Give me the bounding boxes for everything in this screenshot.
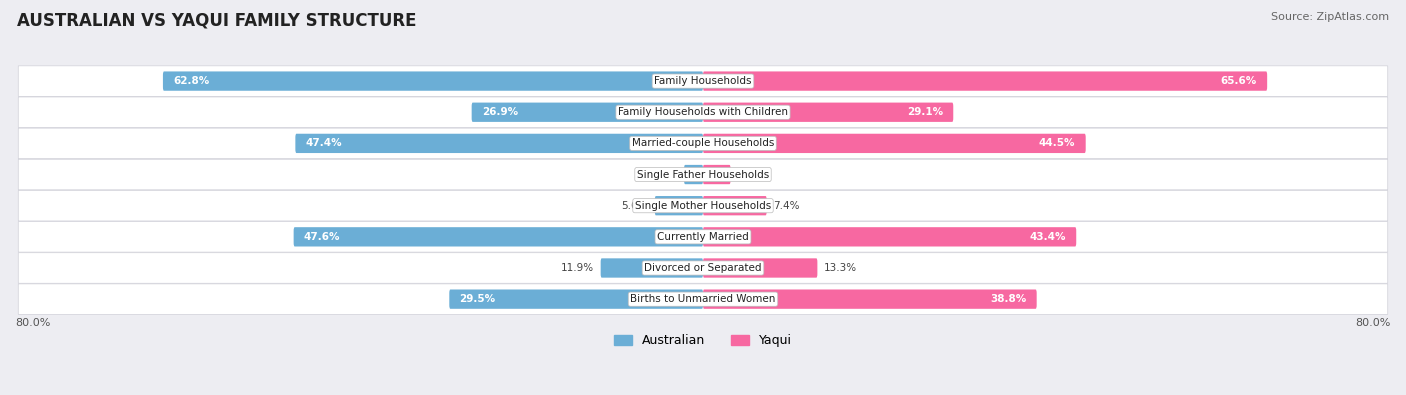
Text: 44.5%: 44.5% [1039, 138, 1076, 149]
FancyBboxPatch shape [703, 134, 1085, 153]
Text: 5.6%: 5.6% [621, 201, 648, 211]
FancyBboxPatch shape [294, 227, 703, 246]
Text: 47.4%: 47.4% [305, 138, 342, 149]
FancyBboxPatch shape [471, 103, 703, 122]
Legend: Australian, Yaqui: Australian, Yaqui [609, 329, 797, 352]
Text: 3.2%: 3.2% [737, 169, 763, 180]
Text: 2.2%: 2.2% [651, 169, 678, 180]
FancyBboxPatch shape [18, 128, 1388, 159]
Text: 29.5%: 29.5% [460, 294, 496, 304]
FancyBboxPatch shape [703, 165, 731, 184]
FancyBboxPatch shape [703, 258, 817, 278]
FancyBboxPatch shape [703, 103, 953, 122]
Text: 80.0%: 80.0% [1355, 318, 1391, 329]
Text: 38.8%: 38.8% [990, 294, 1026, 304]
Text: Currently Married: Currently Married [657, 232, 749, 242]
Text: 80.0%: 80.0% [15, 318, 51, 329]
Text: Family Households with Children: Family Households with Children [619, 107, 787, 117]
FancyBboxPatch shape [703, 227, 1076, 246]
Text: Source: ZipAtlas.com: Source: ZipAtlas.com [1271, 12, 1389, 22]
Text: 26.9%: 26.9% [482, 107, 517, 117]
FancyBboxPatch shape [18, 222, 1388, 252]
FancyBboxPatch shape [18, 159, 1388, 190]
Text: 7.4%: 7.4% [773, 201, 800, 211]
Text: Married-couple Households: Married-couple Households [631, 138, 775, 149]
Text: 65.6%: 65.6% [1220, 76, 1257, 86]
Text: AUSTRALIAN VS YAQUI FAMILY STRUCTURE: AUSTRALIAN VS YAQUI FAMILY STRUCTURE [17, 12, 416, 30]
FancyBboxPatch shape [703, 71, 1267, 91]
FancyBboxPatch shape [450, 290, 703, 309]
Text: 29.1%: 29.1% [907, 107, 943, 117]
Text: Family Households: Family Households [654, 76, 752, 86]
FancyBboxPatch shape [18, 284, 1388, 314]
Text: 13.3%: 13.3% [824, 263, 858, 273]
Text: 43.4%: 43.4% [1029, 232, 1066, 242]
Text: 47.6%: 47.6% [304, 232, 340, 242]
FancyBboxPatch shape [703, 196, 766, 215]
Text: Births to Unmarried Women: Births to Unmarried Women [630, 294, 776, 304]
FancyBboxPatch shape [600, 258, 703, 278]
Text: 11.9%: 11.9% [561, 263, 593, 273]
Text: Divorced or Separated: Divorced or Separated [644, 263, 762, 273]
FancyBboxPatch shape [18, 66, 1388, 96]
FancyBboxPatch shape [18, 97, 1388, 128]
Text: Single Mother Households: Single Mother Households [636, 201, 770, 211]
FancyBboxPatch shape [163, 71, 703, 91]
FancyBboxPatch shape [685, 165, 703, 184]
FancyBboxPatch shape [703, 290, 1036, 309]
FancyBboxPatch shape [18, 190, 1388, 221]
FancyBboxPatch shape [18, 253, 1388, 283]
Text: 62.8%: 62.8% [173, 76, 209, 86]
FancyBboxPatch shape [655, 196, 703, 215]
FancyBboxPatch shape [295, 134, 703, 153]
Text: Single Father Households: Single Father Households [637, 169, 769, 180]
